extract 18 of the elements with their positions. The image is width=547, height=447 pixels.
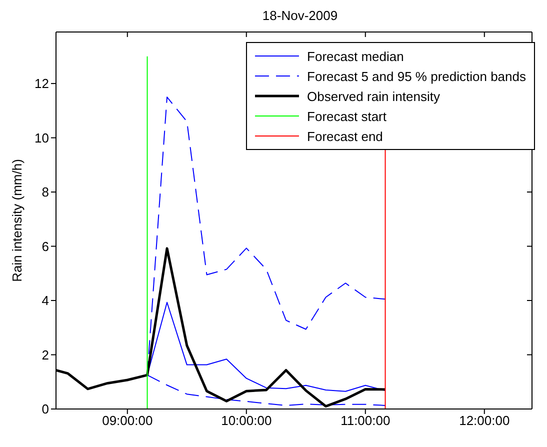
y-tick-label: 2	[42, 347, 49, 362]
legend-label: Forecast end	[307, 128, 383, 144]
x-tick-label: 10:00:00	[221, 413, 272, 428]
y-axis-title: Rain intensity (mm/h)	[10, 159, 25, 282]
y-tick-label: 8	[42, 184, 49, 200]
x-tick-label: 11:00:00	[340, 413, 390, 428]
legend-label: Forecast median	[307, 48, 404, 64]
y-tick-label: 10	[34, 130, 49, 146]
x-tick-label: 12:00:00	[459, 413, 510, 428]
y-tick-label: 6	[42, 238, 49, 254]
x-tick-label: 09:00:00	[102, 413, 153, 428]
y-tick-label: 0	[42, 402, 49, 417]
y-tick-label: 4	[42, 293, 49, 308]
legend-label: Forecast start	[307, 108, 386, 124]
y-tick-label: 12	[34, 76, 49, 92]
legend-label: Forecast 5 and 95 % prediction bands	[307, 68, 526, 84]
legend-label: Observed rain intensity	[307, 88, 440, 104]
chart-title: 18-Nov-2009	[261, 8, 339, 23]
